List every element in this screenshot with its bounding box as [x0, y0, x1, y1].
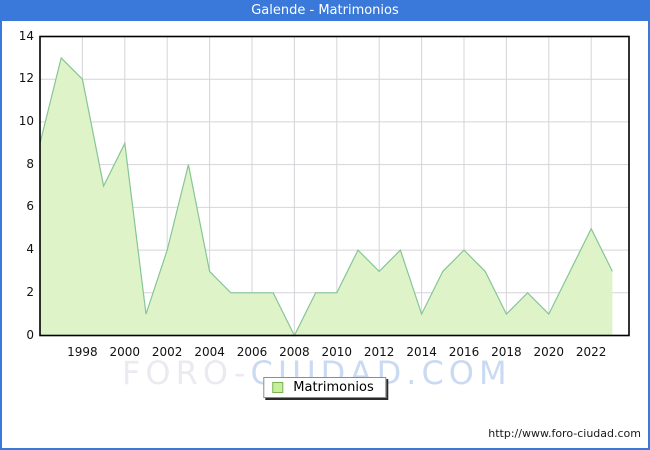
x-tick-label: 2012	[363, 345, 395, 359]
y-tick-label: 14	[18, 28, 34, 43]
y-tick-label: 12	[18, 71, 34, 86]
legend-label: Matrimonios	[293, 380, 374, 395]
y-tick-label: 6	[26, 199, 34, 214]
x-tick-label: 2014	[406, 345, 437, 359]
x-tick-label: 2008	[279, 345, 310, 359]
x-tick-label: 2000	[109, 345, 141, 359]
x-tick-label: 2018	[491, 345, 522, 359]
watermark-part1: FORO-	[122, 354, 251, 392]
y-tick-label: 10	[18, 113, 34, 128]
y-tick-label: 2	[26, 284, 34, 299]
y-tick-label: 0	[26, 327, 34, 342]
y-tick-label: 8	[26, 156, 34, 171]
x-tick-label: 2004	[194, 345, 225, 359]
x-tick-label: 2016	[448, 345, 480, 359]
title-bar: Galende - Matrimonios	[0, 0, 650, 21]
x-tick-label: 2020	[533, 345, 565, 359]
x-tick-label: 2006	[236, 345, 268, 359]
legend-box: Matrimonios	[263, 377, 387, 398]
x-tick-label: 2022	[575, 345, 607, 359]
area-fill	[40, 57, 613, 336]
x-tick-label: 1998	[67, 345, 98, 359]
watermark: FORO-CIUDAD.COM	[122, 354, 512, 392]
chart-title: Galende - Matrimonios	[251, 3, 399, 18]
plot-border	[39, 35, 630, 337]
x-tick-label: 2010	[321, 345, 353, 359]
legend-swatch-icon	[272, 382, 284, 393]
footer-url[interactable]: http://www.foro-ciudad.com	[488, 427, 641, 440]
y-tick-label: 4	[26, 242, 34, 257]
area-line	[39, 56, 613, 337]
x-tick-label: 2002	[151, 345, 183, 359]
